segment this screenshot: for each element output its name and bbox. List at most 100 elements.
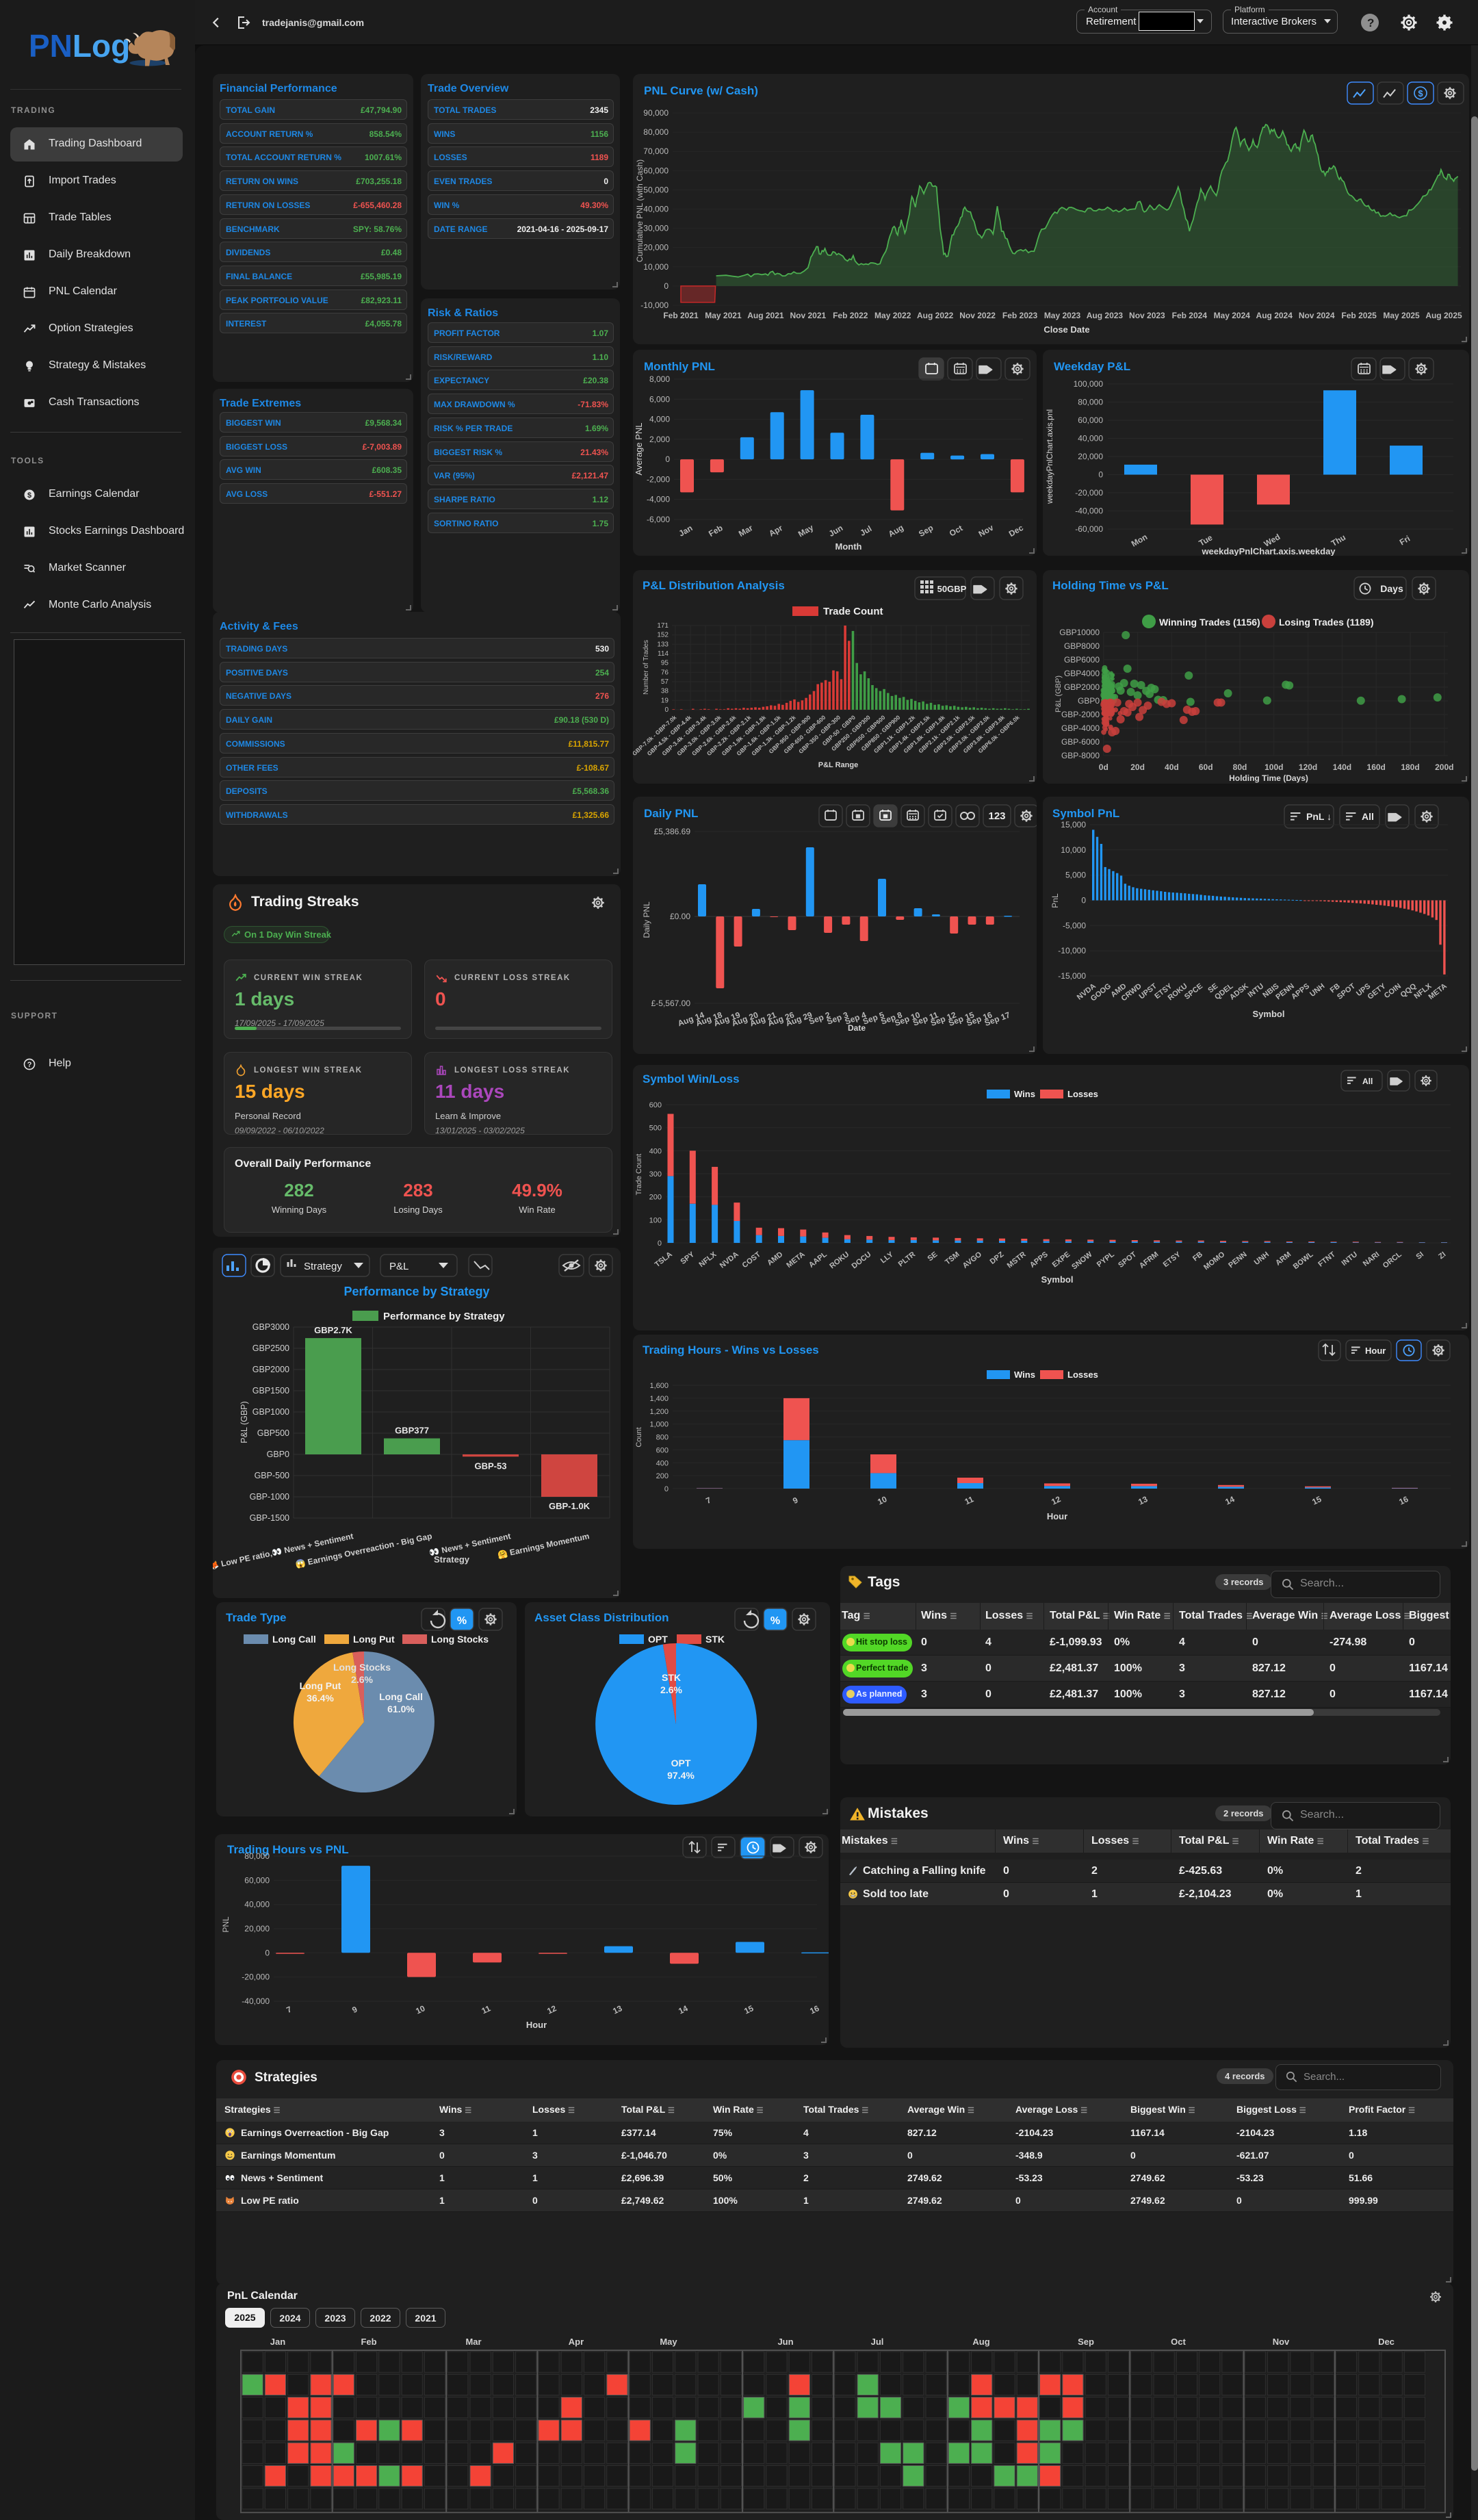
svg-text:NARI: NARI — [1362, 1250, 1382, 1268]
svg-text:Month: Month — [835, 541, 862, 552]
svg-text:Cumulative PNL (with Cash): Cumulative PNL (with Cash) — [635, 159, 645, 262]
svg-text:80,000: 80,000 — [643, 127, 669, 137]
svg-text:15,000: 15,000 — [1061, 820, 1086, 830]
svg-text:P&L: P&L — [389, 1261, 409, 1272]
svg-text:-4,000: -4,000 — [647, 495, 670, 504]
svg-text:😱 Earnings Overreaction - Big: 😱 Earnings Overreaction - Big Gap — [295, 1531, 433, 1569]
svg-text:200: 200 — [656, 1472, 669, 1480]
svg-text:Nov 2022: Nov 2022 — [959, 311, 996, 320]
svg-text:GBP1000: GBP1000 — [252, 1407, 289, 1417]
svg-text:Asset Class Distribution: Asset Class Distribution — [534, 1611, 669, 1624]
svg-text:🤗 Earnings Momentum: 🤗 Earnings Momentum — [497, 1531, 591, 1560]
svg-text:200: 200 — [649, 1194, 662, 1202]
svg-text:0d: 0d — [1099, 762, 1108, 772]
svg-text:Count: Count — [635, 1427, 643, 1447]
svg-text:140d: 140d — [1333, 762, 1351, 772]
svg-text:GBP-500: GBP-500 — [255, 1471, 289, 1480]
svg-text:UNH: UNH — [1253, 1250, 1271, 1267]
svg-text:Jul: Jul — [858, 524, 873, 538]
svg-text:95: 95 — [661, 660, 669, 667]
svg-text:Days: Days — [1380, 583, 1403, 594]
svg-text:5,000: 5,000 — [1065, 871, 1086, 880]
svg-text:30,000: 30,000 — [643, 224, 669, 233]
svg-text:60d: 60d — [1199, 762, 1213, 772]
svg-text:GBP3000: GBP3000 — [252, 1322, 289, 1332]
svg-text:180d: 180d — [1401, 762, 1419, 772]
svg-text:40,000: 40,000 — [244, 1900, 270, 1910]
svg-text:Mon: Mon — [1130, 532, 1149, 548]
svg-text:APPS: APPS — [1290, 982, 1311, 1001]
svg-text:Dec: Dec — [1007, 523, 1025, 539]
svg-text:10,000: 10,000 — [643, 262, 669, 272]
svg-text:SPY: SPY — [679, 1250, 696, 1266]
svg-text:GBP2000: GBP2000 — [1064, 682, 1100, 692]
svg-text:GBP-8000: GBP-8000 — [1061, 751, 1100, 760]
svg-text:MSTR: MSTR — [1006, 1250, 1028, 1270]
svg-text:-10,000: -10,000 — [640, 300, 669, 310]
svg-text:Mar: Mar — [737, 523, 755, 539]
svg-text:70,000: 70,000 — [643, 146, 669, 156]
svg-text:Holding Time vs P&L: Holding Time vs P&L — [1052, 579, 1169, 592]
svg-text:8,000: 8,000 — [649, 374, 670, 384]
svg-text:FB: FB — [1191, 1250, 1204, 1263]
svg-text:SPOT: SPOT — [1336, 982, 1357, 1001]
svg-text:0: 0 — [658, 1239, 662, 1248]
svg-text:36.4%: 36.4% — [307, 1693, 334, 1703]
svg-text:P&L Range: P&L Range — [818, 761, 858, 769]
svg-text:Symbol: Symbol — [1253, 1009, 1285, 1019]
svg-text:400: 400 — [656, 1459, 669, 1467]
svg-text:GBP6000: GBP6000 — [1064, 655, 1100, 665]
svg-text:SE: SE — [926, 1250, 939, 1263]
svg-text:Strategy: Strategy — [434, 1554, 470, 1565]
svg-text:%: % — [770, 1615, 780, 1627]
svg-text:Trading Hours - Wins vs Losses: Trading Hours - Wins vs Losses — [643, 1343, 819, 1357]
svg-text:-40,000: -40,000 — [242, 1996, 270, 2006]
svg-text:Close Date: Close Date — [1043, 324, 1089, 335]
svg-text:DPZ: DPZ — [989, 1250, 1006, 1266]
svg-text:9: 9 — [350, 2004, 359, 2015]
svg-text:90,000: 90,000 — [643, 108, 669, 118]
svg-text:100d: 100d — [1265, 762, 1283, 772]
svg-text:SNOW: SNOW — [1070, 1250, 1094, 1272]
svg-text:Aug: Aug — [887, 523, 905, 539]
svg-text:-20,000: -20,000 — [242, 1972, 270, 1982]
svg-text:Hour: Hour — [1365, 1346, 1386, 1356]
svg-text:800: 800 — [656, 1434, 669, 1442]
svg-text:Wins: Wins — [1014, 1370, 1035, 1380]
svg-text:Symbol: Symbol — [1041, 1274, 1074, 1285]
svg-text:0: 0 — [665, 454, 670, 464]
svg-text:?: ? — [27, 1061, 32, 1069]
svg-text:Fri: Fri — [1398, 534, 1412, 548]
svg-text:14: 14 — [677, 2003, 689, 2016]
svg-text:Number of Trades: Number of Trades — [643, 640, 650, 695]
svg-text:Wins: Wins — [1014, 1089, 1035, 1099]
svg-text:171: 171 — [657, 622, 669, 630]
svg-text:123: 123 — [988, 810, 1005, 822]
svg-text:Aug 2024: Aug 2024 — [1256, 311, 1293, 320]
svg-text:STK: STK — [662, 1672, 681, 1683]
svg-text:GBP0: GBP0 — [267, 1450, 289, 1459]
svg-text:AVGO: AVGO — [961, 1250, 984, 1270]
svg-text:COIN: COIN — [1383, 982, 1403, 1000]
svg-text:PNL Curve (w/ Cash): PNL Curve (w/ Cash) — [644, 84, 758, 97]
svg-text:-2,000: -2,000 — [647, 474, 670, 484]
svg-text:133: 133 — [657, 641, 669, 648]
svg-text:60,000: 60,000 — [1078, 415, 1103, 425]
svg-text:Feb 2024: Feb 2024 — [1172, 311, 1208, 320]
svg-text:TSM: TSM — [944, 1250, 961, 1267]
svg-text:Performance by Strategy: Performance by Strategy — [343, 1285, 489, 1298]
svg-text:Long Call: Long Call — [272, 1634, 316, 1645]
svg-text:20,000: 20,000 — [643, 243, 669, 253]
svg-text:GBP-1000: GBP-1000 — [250, 1492, 289, 1502]
svg-text:GBP500: GBP500 — [257, 1428, 289, 1438]
svg-text:Daily PNL: Daily PNL — [642, 901, 651, 938]
svg-text:Winning Trades (1156): Winning Trades (1156) — [1159, 617, 1260, 628]
svg-text:Aug 2022: Aug 2022 — [917, 311, 954, 320]
svg-text:£5,386.69: £5,386.69 — [654, 827, 691, 836]
svg-text:PnL ↓: PnL ↓ — [1306, 811, 1332, 822]
svg-text:May: May — [796, 522, 815, 539]
svg-text:Symbol Win/Loss: Symbol Win/Loss — [643, 1072, 740, 1085]
svg-text:PLTR: PLTR — [897, 1250, 917, 1269]
svg-text:TSLA: TSLA — [653, 1250, 674, 1269]
svg-text:AMD: AMD — [766, 1250, 784, 1268]
